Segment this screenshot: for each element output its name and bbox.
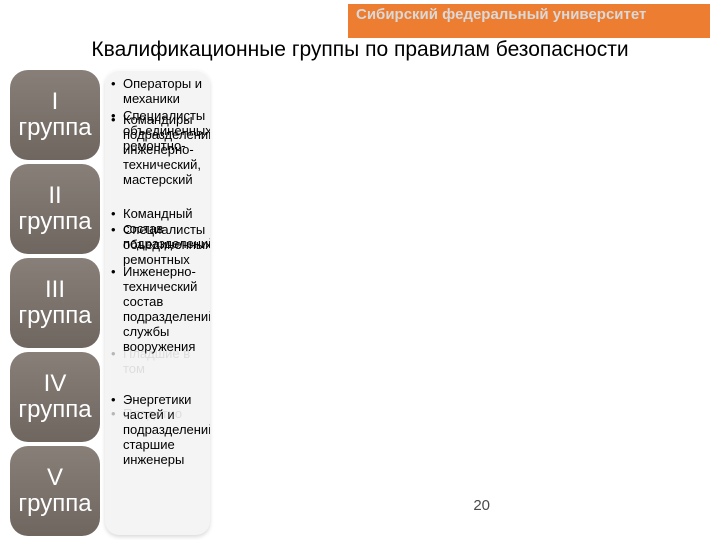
detail-item: Инженерно-технический состав подразделен… — [119, 264, 204, 354]
group-pill-IV: IVгруппа — [10, 352, 100, 442]
group-pill-III: IIIгруппа — [10, 258, 100, 348]
group-label: группа — [18, 115, 91, 141]
group-pill-I: Iгруппа — [10, 70, 100, 160]
group-roman: II — [48, 183, 61, 209]
detail-list: Операторы и механики — [111, 76, 204, 106]
detail-item: Операторы и механики — [119, 76, 204, 106]
detail-block: Энергетики частей и подразделений, старш… — [111, 392, 204, 469]
detail-item: Командиры подразделений, инженерно-техни… — [119, 112, 204, 187]
detail-item: Пладотно — [119, 406, 204, 421]
detail-block: Инженерно-технический состав подразделен… — [111, 264, 204, 356]
detail-list: Пладшие в том — [111, 346, 204, 376]
group-label: группа — [18, 491, 91, 517]
group-roman: III — [45, 277, 65, 303]
page-number: 20 — [473, 497, 490, 514]
group-pill-II: IIгруппа — [10, 164, 100, 254]
detail-item: Специалисты объединенных ремонтных — [119, 222, 204, 267]
detail-block: Пладшие в том — [111, 346, 204, 378]
slide: Сибирский федеральный университет Квалиф… — [0, 0, 720, 540]
detail-item: Пладшие в том — [119, 346, 204, 376]
detail-block: Командиры подразделений, инженерно-техни… — [111, 112, 204, 189]
detail-block: Специалисты объединенных ремонтных — [111, 222, 204, 269]
detail-item: Энергетики частей и подразделений, старш… — [119, 392, 204, 467]
group-roman: V — [47, 465, 63, 491]
group-roman: I — [52, 89, 59, 115]
detail-list: Специалисты объединенных ремонтных — [111, 222, 204, 267]
details-column: Операторы и механики Специалисты объедине… — [105, 70, 210, 535]
group-pill-V: Vгруппа — [10, 446, 100, 536]
detail-list: Энергетики частей и подразделений, старш… — [111, 392, 204, 467]
page-title: Квалификационные группы по правилам безо… — [0, 38, 720, 62]
detail-list: Командиры подразделений, инженерно-техни… — [111, 112, 204, 187]
detail-block: Операторы и механики — [111, 76, 204, 108]
detail-block: Пладотно — [111, 406, 204, 423]
group-roman: IV — [44, 371, 67, 397]
group-label: группа — [18, 303, 91, 329]
detail-list: Инженерно-технический состав подразделен… — [111, 264, 204, 354]
university-banner: Сибирский федеральный университет — [348, 4, 710, 38]
group-label: группа — [18, 397, 91, 423]
detail-list: Пладотно — [111, 406, 204, 421]
university-banner-text: Сибирский федеральный университет — [356, 6, 646, 23]
group-label: группа — [18, 209, 91, 235]
